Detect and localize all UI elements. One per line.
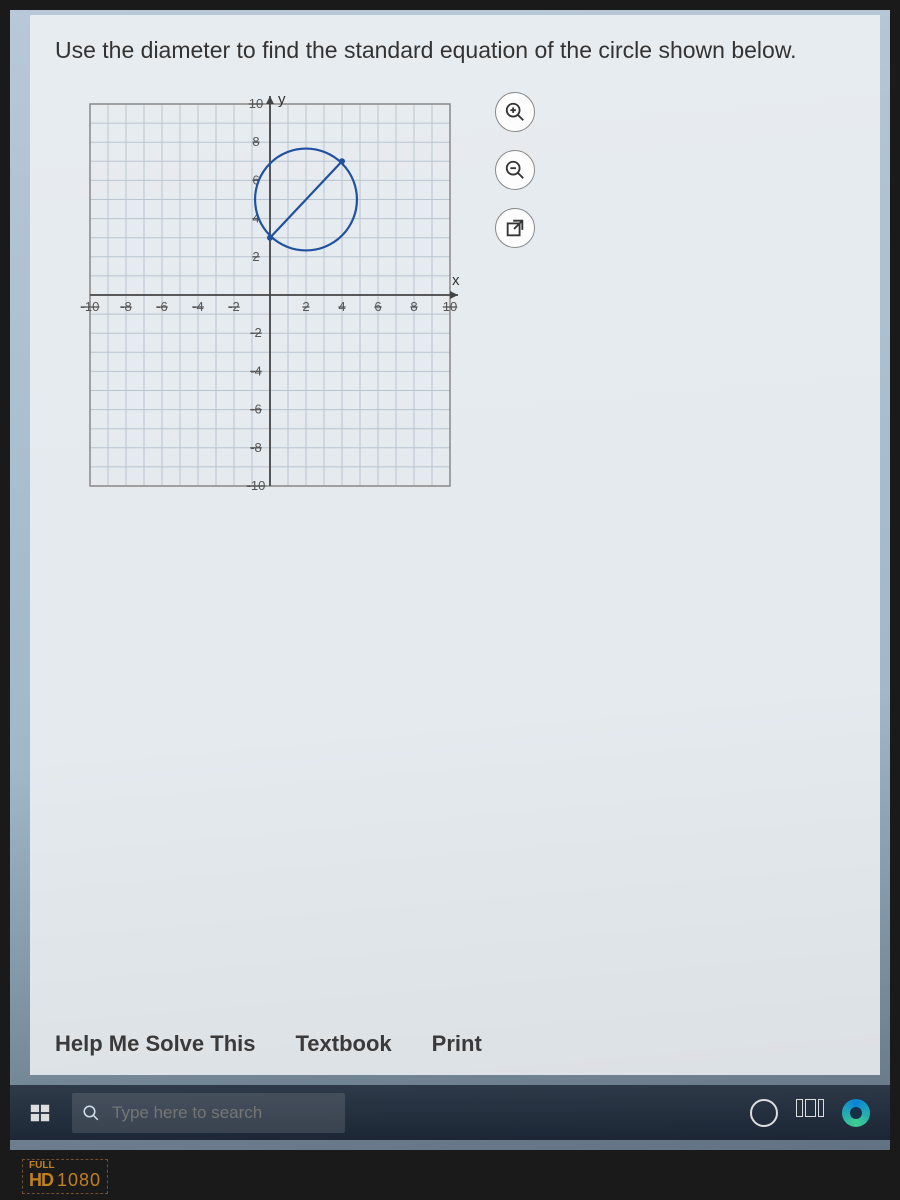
taskbar-right	[750, 1099, 880, 1127]
svg-text:10: 10	[443, 299, 457, 314]
svg-text:4: 4	[338, 299, 345, 314]
svg-text:8: 8	[410, 299, 417, 314]
popout-icon	[504, 217, 526, 239]
windows-taskbar	[10, 1085, 890, 1140]
graph-tools	[495, 84, 535, 248]
svg-text:2: 2	[302, 299, 309, 314]
svg-text:6: 6	[374, 299, 381, 314]
badge-res: 1080	[57, 1170, 101, 1190]
cortana-button[interactable]	[750, 1099, 778, 1127]
svg-text:2: 2	[252, 249, 259, 264]
svg-text:-2: -2	[228, 299, 240, 314]
monitor-badge: FULL HD 1080	[22, 1159, 108, 1194]
bottom-links: Help Me Solve This Textbook Print	[55, 1031, 482, 1057]
svg-text:-10: -10	[247, 478, 266, 493]
question-text: Use the diameter to find the standard eq…	[55, 35, 855, 66]
svg-text:x: x	[452, 272, 460, 289]
print-link[interactable]: Print	[432, 1031, 482, 1057]
edge-button[interactable]	[842, 1099, 870, 1127]
svg-text:-4: -4	[250, 363, 262, 378]
svg-text:-8: -8	[120, 299, 132, 314]
svg-text:-6: -6	[250, 402, 262, 417]
graph-row: -10-8-6-4-2246810-10-8-6-4-2246810xy	[55, 84, 855, 504]
task-view-button[interactable]	[796, 1099, 824, 1127]
popout-button[interactable]	[495, 208, 535, 248]
badge-line2: HD	[29, 1170, 53, 1190]
search-input[interactable]	[72, 1093, 345, 1133]
zoom-in-icon	[504, 101, 526, 123]
question-panel: Use the diameter to find the standard eq…	[30, 15, 880, 1075]
graph-svg: -10-8-6-4-2246810-10-8-6-4-2246810xy	[55, 84, 465, 504]
svg-text:-2: -2	[250, 325, 262, 340]
svg-text:-10: -10	[81, 299, 100, 314]
badge-line1: FULL	[29, 1162, 101, 1170]
zoom-out-icon	[504, 159, 526, 181]
svg-text:-6: -6	[156, 299, 168, 314]
taskbar-search[interactable]	[72, 1093, 392, 1133]
svg-text:-8: -8	[250, 440, 262, 455]
zoom-out-button[interactable]	[495, 150, 535, 190]
coordinate-graph: -10-8-6-4-2246810-10-8-6-4-2246810xy	[55, 84, 465, 504]
svg-text:8: 8	[252, 134, 259, 149]
svg-text:-4: -4	[192, 299, 204, 314]
help-link[interactable]: Help Me Solve This	[55, 1031, 256, 1057]
svg-text:y: y	[278, 91, 286, 108]
start-button[interactable]	[20, 1093, 60, 1133]
zoom-in-button[interactable]	[495, 92, 535, 132]
textbook-link[interactable]: Textbook	[296, 1031, 392, 1057]
windows-icon	[29, 1102, 51, 1124]
svg-text:10: 10	[249, 96, 263, 111]
